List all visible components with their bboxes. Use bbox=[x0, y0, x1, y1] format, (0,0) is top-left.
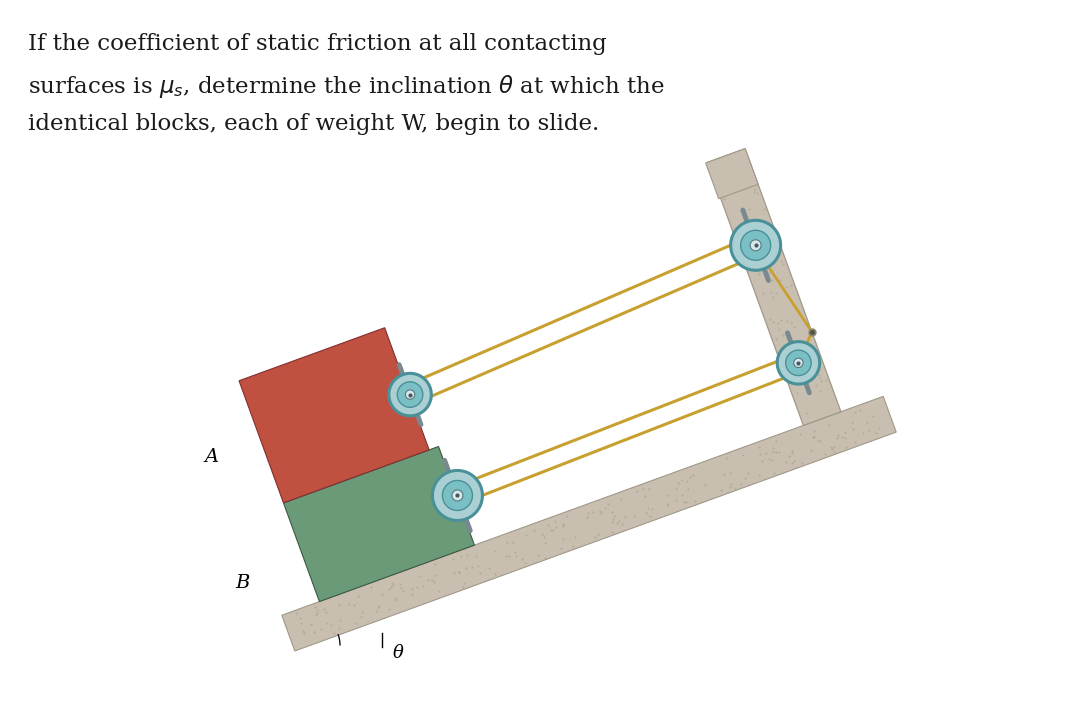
Text: identical blocks, each of weight W, begin to slide.: identical blocks, each of weight W, begi… bbox=[28, 113, 599, 135]
Polygon shape bbox=[405, 390, 415, 399]
Text: surfaces is $\mu_s$, determine the inclination $\theta$ at which the: surfaces is $\mu_s$, determine the incli… bbox=[28, 73, 664, 100]
Polygon shape bbox=[778, 341, 820, 384]
Polygon shape bbox=[451, 490, 463, 501]
Polygon shape bbox=[443, 481, 472, 510]
Polygon shape bbox=[794, 358, 804, 368]
Polygon shape bbox=[283, 447, 474, 602]
Polygon shape bbox=[432, 471, 483, 521]
Polygon shape bbox=[731, 220, 781, 270]
Text: If the coefficient of static friction at all contacting: If the coefficient of static friction at… bbox=[28, 33, 607, 55]
Polygon shape bbox=[389, 373, 431, 416]
Polygon shape bbox=[705, 149, 758, 199]
Text: θ: θ bbox=[392, 644, 404, 662]
Polygon shape bbox=[397, 382, 422, 407]
Text: B: B bbox=[235, 574, 249, 592]
Polygon shape bbox=[785, 350, 811, 376]
Polygon shape bbox=[707, 149, 841, 426]
Polygon shape bbox=[751, 240, 761, 251]
Polygon shape bbox=[741, 231, 771, 260]
Text: A: A bbox=[205, 448, 219, 466]
Polygon shape bbox=[282, 397, 896, 651]
Polygon shape bbox=[239, 328, 429, 503]
